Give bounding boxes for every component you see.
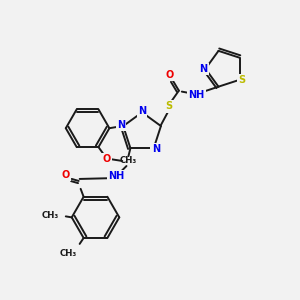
Text: NH: NH bbox=[189, 90, 205, 100]
Text: N: N bbox=[138, 106, 146, 116]
Text: O: O bbox=[166, 70, 174, 80]
Text: CH₃: CH₃ bbox=[41, 211, 58, 220]
Text: N: N bbox=[117, 120, 125, 130]
Text: O: O bbox=[62, 170, 70, 180]
Text: N: N bbox=[200, 64, 208, 74]
Text: N: N bbox=[152, 144, 160, 154]
Text: S: S bbox=[238, 75, 245, 85]
Text: CH₃: CH₃ bbox=[59, 249, 76, 258]
Text: S: S bbox=[165, 101, 172, 112]
Text: NH: NH bbox=[108, 171, 125, 181]
Text: O: O bbox=[102, 154, 110, 164]
Text: CH₃: CH₃ bbox=[120, 157, 137, 166]
